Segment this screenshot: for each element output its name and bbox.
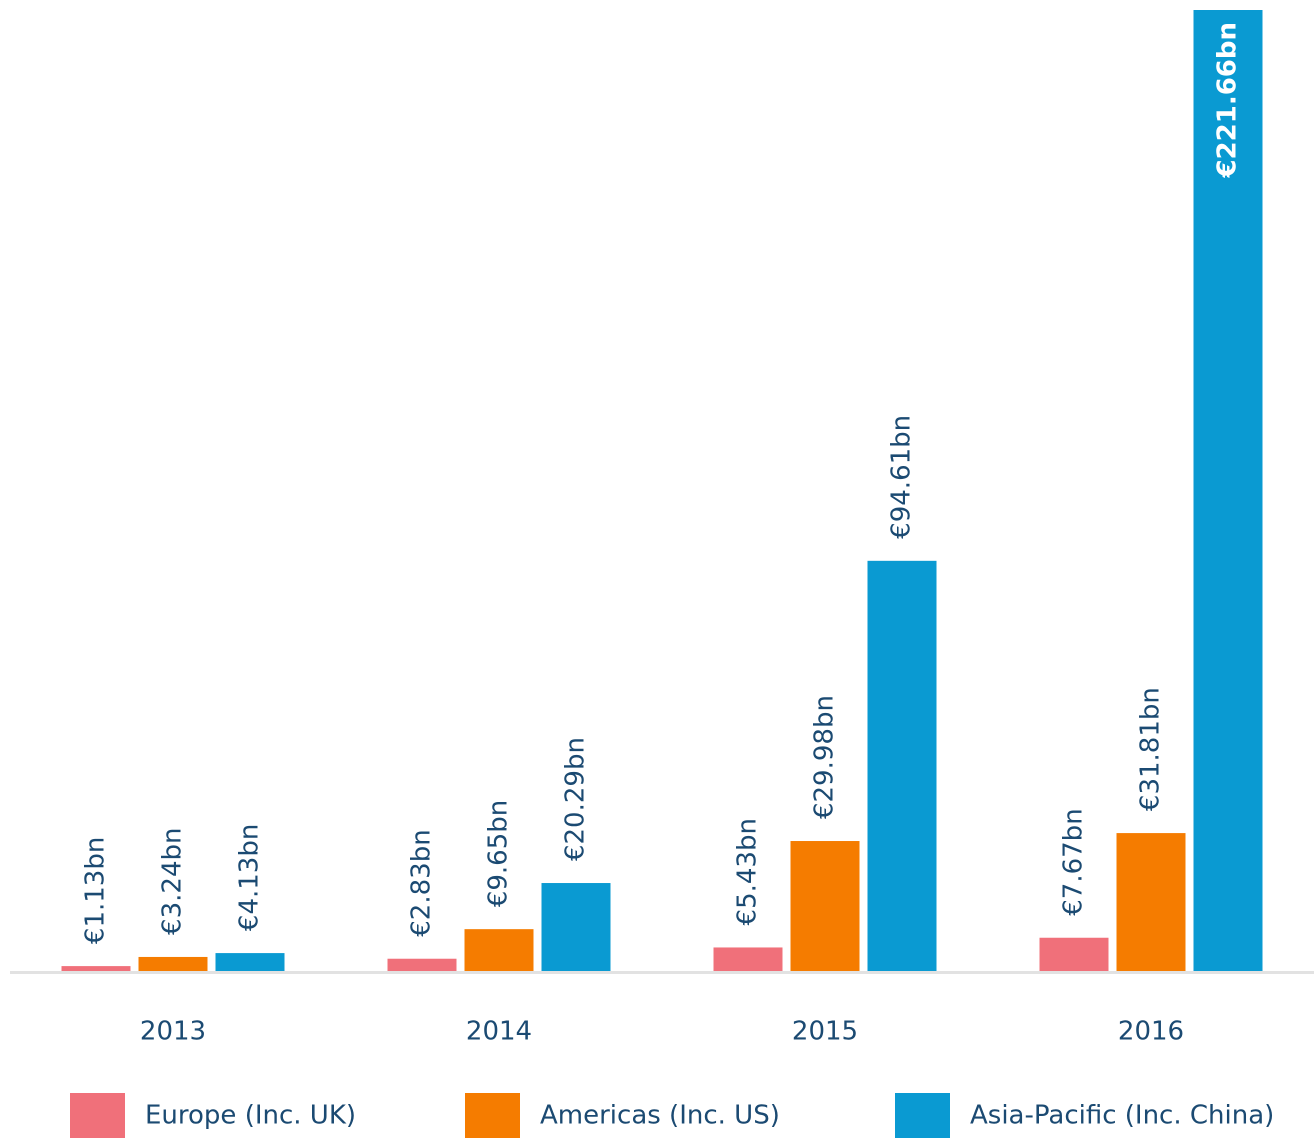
data-label: €31.81bn <box>1136 687 1166 811</box>
data-label: €94.61bn <box>887 415 917 539</box>
x-tick-label: 2015 <box>792 1017 858 1047</box>
bar <box>215 953 285 971</box>
data-label: €2.83bn <box>407 829 437 936</box>
bar <box>541 883 611 971</box>
bar <box>387 958 457 971</box>
bar <box>790 841 860 971</box>
data-label: €3.24bn <box>158 828 188 935</box>
x-tick-label: 2014 <box>466 1017 532 1047</box>
data-label: €7.67bn <box>1059 808 1089 915</box>
bar <box>61 966 131 971</box>
data-label: €4.13bn <box>235 824 265 931</box>
legend-label: Europe (Inc. UK) <box>145 1101 356 1131</box>
bar <box>1039 937 1109 971</box>
data-label: €29.98bn <box>810 695 840 819</box>
legend-label: Americas (Inc. US) <box>540 1101 780 1131</box>
bar <box>867 560 937 971</box>
data-label: €1.13bn <box>81 837 111 944</box>
legend-label: Asia-Pacific (Inc. China) <box>970 1101 1274 1131</box>
x-tick-label: 2016 <box>1118 1017 1184 1047</box>
data-label: €221.66bn <box>1213 22 1243 179</box>
data-label: €9.65bn <box>484 800 514 907</box>
bar <box>138 956 208 971</box>
data-label: €5.43bn <box>733 818 763 925</box>
bar <box>1193 10 1263 971</box>
legend-swatch <box>895 1093 950 1138</box>
bar <box>713 947 783 971</box>
bar <box>1116 833 1186 971</box>
bar <box>464 929 534 971</box>
legend-swatch <box>465 1093 520 1138</box>
legend-swatch <box>70 1093 125 1138</box>
data-label: €20.29bn <box>561 737 591 861</box>
x-tick-label: 2013 <box>140 1017 206 1047</box>
